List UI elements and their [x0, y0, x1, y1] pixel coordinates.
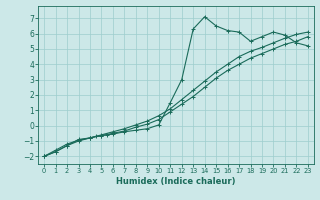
X-axis label: Humidex (Indice chaleur): Humidex (Indice chaleur)	[116, 177, 236, 186]
